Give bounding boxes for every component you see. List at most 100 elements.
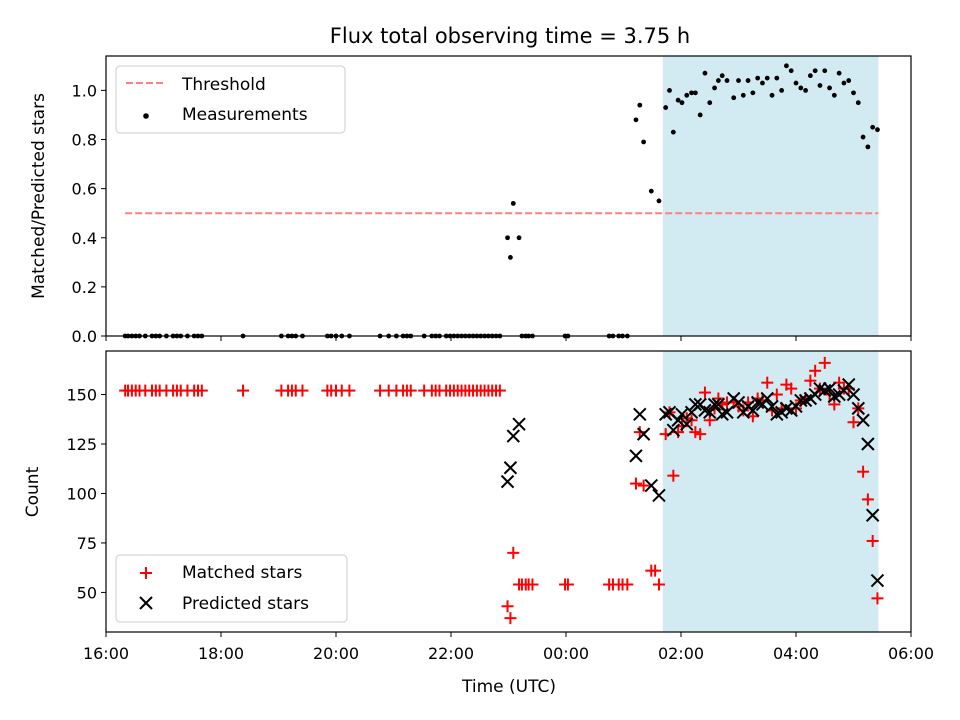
predicted-star-marker [822,381,837,396]
measurement-point [505,235,510,241]
predicted-star-marker [633,407,647,422]
matched-star-marker [621,578,634,591]
x-tick-label: 00:00 [543,644,589,663]
top-x-ticks [105,336,912,341]
measurement-point [807,73,813,79]
measurement-point [831,92,837,98]
measurement-point [715,78,721,83]
bottom-y-axis-label: Count [23,466,43,517]
matched-star-marker [785,382,798,395]
predicted-star-marker [760,391,774,406]
measurement-point [836,70,842,76]
predicted-star-marker [644,478,658,493]
legend-predicted-label: Predicted stars [182,594,309,614]
measurement-point [812,68,818,74]
x-tick-label: 18:00 [198,644,244,663]
measurement-point [648,188,654,194]
matched-star-marker [501,600,514,613]
matched-star-marker [237,384,250,397]
predicted-star-marker [652,488,666,503]
measurement-point [855,100,861,106]
bottom-x-axis: 16:00 18:00 20:00 22:00 00:00 02:00 04:00 06:00 [83,632,934,663]
bottom-panel: 50 75 100 125 150 16:00 18:00 20:00 22:00 00:00 0… [23,350,934,697]
matched-star-marker [652,578,665,591]
matched-star-marker [861,493,874,506]
measurement-point [740,92,746,98]
predicted-star-marker [658,407,673,422]
measurement-point [731,95,737,101]
top-legend-box [115,65,346,134]
matched-star-marker [761,376,774,389]
measurement-point [784,63,789,69]
predicted-star-marker [512,417,526,431]
matched-star-marker [633,426,646,439]
legend-threshold-label: Threshold [181,75,266,95]
predicted-star-marker [506,429,520,443]
measurement-point [755,75,761,81]
predicted-star-marker [846,387,861,402]
bottom-legend: Matched stars Predicted stars [115,554,348,623]
measurement-point [822,68,828,74]
matched-star-marker [296,384,309,397]
predicted-star-marker [865,508,880,522]
measurement-point [827,85,832,91]
legend-matched-swatch [140,567,152,579]
measurement-point [667,87,672,93]
matched-star-marker [343,384,356,397]
x-tick-label: 02:00 [658,644,704,663]
measurement-point [675,97,681,103]
matched-star-marker [847,416,860,429]
matched-star-marker [694,428,707,441]
measurement-point [663,105,669,110]
measurement-point [641,139,647,145]
matched-star-marker [698,386,711,399]
bottom-y-tick-label: 125 [66,435,97,454]
measurement-point [702,70,708,76]
measurement-point [633,117,639,123]
measurement-point [788,68,794,74]
top-y-tick-label: 1.0 [72,81,97,100]
matched-star-marker [667,469,680,482]
measurement-point [846,78,852,83]
x-axis-label: Time (UTC) [461,677,556,697]
measurement-point [875,127,880,133]
top-y-tick-label: 0.0 [72,327,97,346]
measurement-point [803,87,808,93]
measurement-point [707,100,713,106]
bottom-y-tick-label: 150 [66,386,97,405]
top-axes-frame [105,55,912,337]
measurement-point [510,200,516,206]
measurement-point [508,255,513,260]
matched-star-marker [649,564,662,577]
measurement-point [851,90,856,96]
matched-star-marker [804,374,817,387]
predicted-star-marker [765,399,779,414]
measurement-point [719,73,725,79]
predicted-star-marker [851,401,865,416]
top-panel: 0.0 0.2 0.4 0.6 0.8 1.0 Matched/Predicted sta… [29,55,912,346]
matched-star-marker [195,384,208,397]
measurement-point [750,90,756,96]
top-y-tick-label: 0.6 [72,180,97,199]
measurement-point [656,198,662,204]
legend-predicted-swatch [139,596,153,610]
top-y-tick-label: 0.2 [72,278,97,297]
predicted-star-marker [861,437,875,451]
measurement-point [779,87,785,93]
chart-title: Flux total observing time = 3.75 h [330,24,690,48]
predicted-star-marker [731,395,746,410]
predicted-star-marker [746,403,760,418]
predicted-star-marker [666,423,681,437]
x-tick-label: 16:00 [83,644,129,663]
x-tick-label: 04:00 [773,644,819,663]
x-tick-label: 20:00 [313,644,359,663]
predicted-star-marker [500,474,515,489]
matched-star-marker [809,364,822,377]
measurement-point [684,92,690,98]
measurement-point [870,124,876,130]
bottom-axes-frame [105,350,912,633]
measurement-point [793,80,799,86]
measurement-point [712,85,717,91]
matched-star-marker [871,592,884,605]
